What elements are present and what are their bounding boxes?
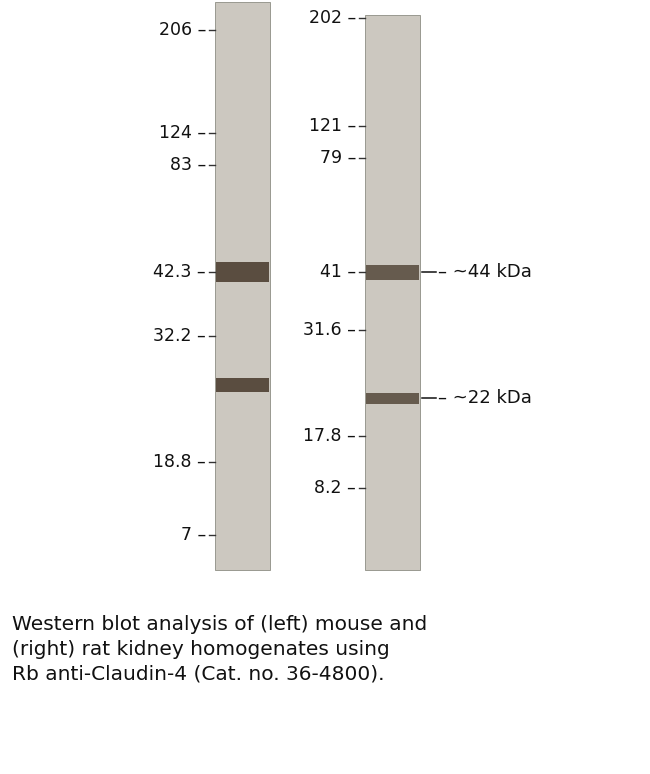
Text: Western blot analysis of (left) mouse and
(right) rat kidney homogenates using
R: Western blot analysis of (left) mouse an… — [12, 615, 427, 684]
Text: 42.3 –: 42.3 – — [153, 263, 206, 281]
Bar — [216, 378, 269, 392]
Text: 206 –: 206 – — [159, 21, 206, 39]
Text: 8.2 –: 8.2 – — [314, 479, 356, 497]
Bar — [215, 2, 270, 570]
Text: 32.2 –: 32.2 – — [153, 327, 206, 345]
Text: – ~22 kDa: – ~22 kDa — [438, 389, 532, 407]
Text: 17.8 –: 17.8 – — [304, 427, 356, 445]
Text: 124 –: 124 – — [159, 124, 206, 142]
Text: 7 –: 7 – — [181, 526, 206, 544]
Text: 41 –: 41 – — [320, 263, 356, 281]
Text: 83 –: 83 – — [170, 156, 206, 174]
Bar — [216, 262, 269, 282]
Text: 121 –: 121 – — [309, 117, 356, 135]
Text: – ~44 kDa: – ~44 kDa — [438, 263, 532, 281]
Bar — [365, 15, 420, 570]
Text: 79 –: 79 – — [320, 149, 356, 167]
Bar — [366, 265, 419, 279]
Text: 202 –: 202 – — [309, 9, 356, 27]
Text: 18.8 –: 18.8 – — [153, 453, 206, 471]
Bar — [366, 392, 419, 403]
Text: 31.6 –: 31.6 – — [303, 321, 356, 339]
